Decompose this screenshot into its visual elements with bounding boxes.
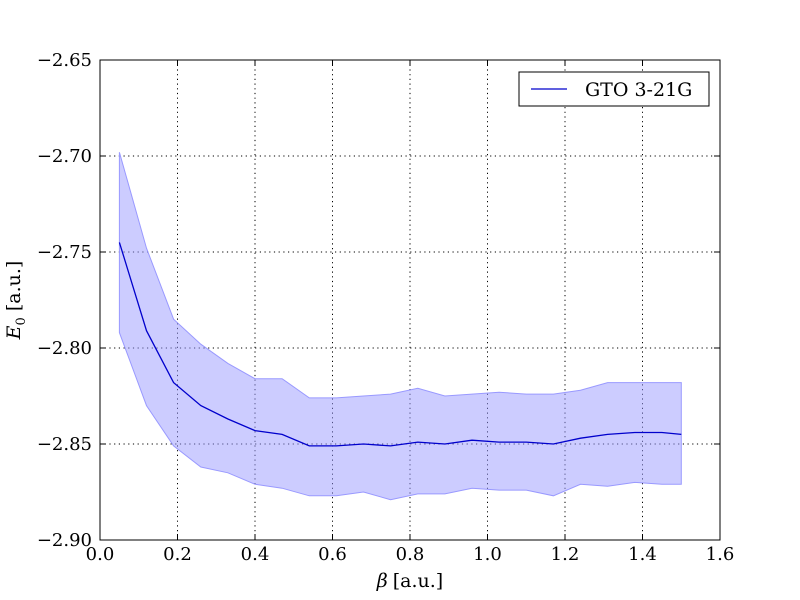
x-tick-label: 0.2 (163, 544, 192, 565)
x-tick-label: 0.4 (241, 544, 270, 565)
y-tick-label: −2.75 (37, 242, 92, 263)
legend: GTO 3-21G (518, 71, 710, 107)
y-tick-label: −2.85 (37, 434, 92, 455)
y-axis-unit: [a.u.] (3, 261, 25, 311)
series-line (118, 242, 682, 447)
x-axis-symbol: β (376, 570, 388, 592)
x-axis-label: β [a.u.] (376, 570, 443, 592)
x-tick-label: 0.0 (86, 544, 115, 565)
legend-label: GTO 3-21G (585, 79, 692, 101)
y-tick-label: −2.70 (37, 146, 92, 167)
x-axis-unit: [a.u.] (393, 570, 443, 592)
uncertainty-band (118, 152, 682, 501)
y-tick-labels: −2.90 −2.85 −2.80 −2.75 −2.70 −2.65 (37, 50, 92, 551)
x-tick-label: 0.8 (396, 544, 425, 565)
axis-ticks (99, 59, 721, 541)
y-axis-label: E0 [a.u.] (3, 261, 29, 341)
y-axis-subscript: 0 (14, 317, 29, 325)
y-tick-label: −2.90 (37, 530, 92, 551)
x-tick-label: 1.2 (551, 544, 580, 565)
confidence-band (118, 152, 682, 501)
x-tick-label: 1.6 (706, 544, 735, 565)
x-tick-label: 1.4 (628, 544, 657, 565)
x-tick-label: 1.0 (473, 544, 502, 565)
y-tick-label: −2.65 (37, 50, 92, 71)
y-axis-symbol: E (3, 325, 25, 340)
x-tick-label: 0.6 (318, 544, 347, 565)
series-lines (118, 242, 682, 447)
x-tick-labels: 0.0 0.2 0.4 0.6 0.8 1.0 1.2 1.4 1.6 (86, 544, 735, 565)
y-tick-label: −2.80 (37, 338, 92, 359)
